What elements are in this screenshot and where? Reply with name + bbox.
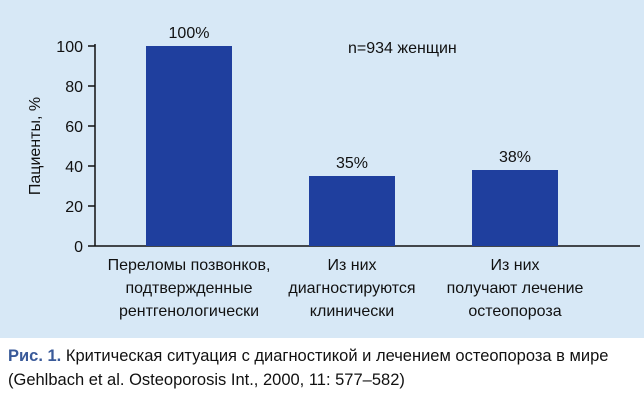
bar-value-label: 100% (169, 25, 210, 42)
y-tick-label: 60 (65, 119, 83, 136)
category-label-line: диагностируются (288, 280, 415, 297)
category-label: Из них получают лечение остеопороза (447, 257, 584, 320)
bar (309, 176, 395, 246)
category-label: Из них диагностируются клинически (288, 257, 415, 320)
category-label-line: рентгенологически (119, 303, 259, 320)
bar (472, 170, 558, 246)
bar-value-label: 35% (336, 155, 368, 172)
bars (146, 46, 558, 246)
category-label-line: Переломы позвонков, (108, 257, 271, 274)
figure-caption: Рис. 1. Критическая ситуация с диагности… (8, 344, 638, 392)
category-label-line: Из них (490, 257, 539, 274)
labels: 100% Переломы позвонков, подтвержденные рен… (108, 25, 584, 320)
y-tick-label: 100 (56, 39, 83, 56)
bar-value-label: 38% (499, 149, 531, 166)
category-label-line: Из них (327, 257, 376, 274)
category-label-line: подтвержденные (126, 280, 253, 297)
category-label-line: клинически (310, 303, 394, 320)
y-tick-label: 80 (65, 79, 83, 96)
bar-chart: 0 20 40 60 80 100 100% Переломы позвонков, подт… (27, 25, 640, 320)
y-tick-label: 0 (74, 239, 83, 256)
category-label: Переломы позвонков, подтвержденные рентген… (108, 257, 271, 320)
y-axis-title: Пациенты, % (27, 97, 44, 195)
category-label-line: остеопороза (468, 303, 561, 320)
y-tick-label: 20 (65, 199, 83, 216)
caption-text: Критическая ситуация с диагностикой и ле… (8, 347, 609, 389)
chart-panel: 0 20 40 60 80 100 100% Переломы позвонков, подт… (0, 0, 644, 338)
bar (146, 46, 232, 246)
category-label-line: получают лечение (447, 280, 584, 297)
sample-size-annotation: n=934 женщин (348, 40, 457, 57)
caption-label: Рис. 1. (8, 347, 62, 365)
y-tick-label: 40 (65, 159, 83, 176)
